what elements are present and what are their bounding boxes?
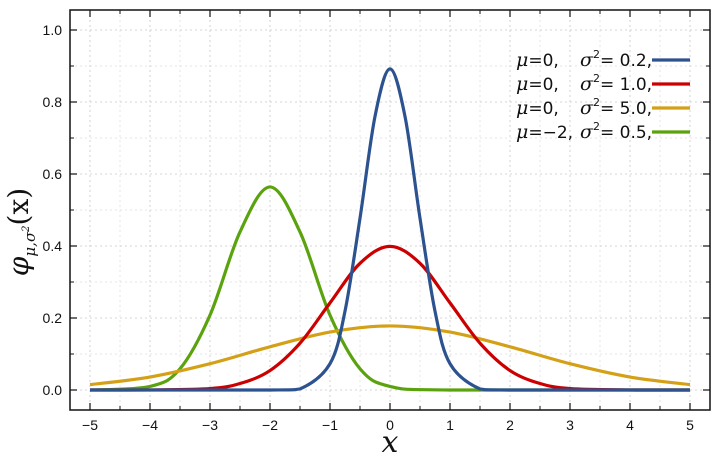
y-tick-label: 1.0 (43, 22, 63, 38)
legend-mu-label: μ=−2, (516, 121, 573, 143)
x-tick-label: 3 (566, 417, 574, 433)
legend-entry: μ=−2, σ2= 0.5, (516, 120, 690, 143)
curve-series-0 (90, 67, 690, 392)
y-axis-subscript: μ,σ (21, 231, 39, 257)
y-axis-symbol: φ (2, 256, 35, 276)
curve-series-2 (89, 324, 691, 387)
x-tick-label: 0 (386, 417, 394, 433)
legend-mu-label: μ=0, (516, 73, 559, 95)
y-tick-label: 0.2 (43, 310, 63, 326)
legend-sigma-label: σ2= 0.5, (580, 120, 652, 143)
legend-entry: μ=0, σ2= 0.2, (516, 48, 690, 71)
y-axis-superscript: 2 (21, 225, 32, 232)
curve-series-1 (89, 244, 691, 392)
legend-entry: μ=0, σ2= 1.0, (516, 72, 690, 95)
x-tick-label: −4 (142, 417, 158, 433)
x-tick-label: 5 (686, 417, 694, 433)
y-tick-label: 0.0 (43, 382, 63, 398)
legend-mu-label: μ=0, (516, 97, 559, 119)
y-tick-label: 0.4 (43, 238, 63, 254)
ticks (70, 10, 710, 410)
y-tick-label: 0.6 (43, 166, 63, 182)
x-tick-label: −5 (82, 417, 98, 433)
legend: μ=0, σ2= 0.2,μ=0, σ2= 1.0,μ=0, σ2= 5.0,μ=−2… (516, 48, 690, 143)
x-axis-label: x (382, 425, 399, 460)
legend-mu-label: μ=0, (516, 49, 559, 71)
y-axis-label: φμ,σ2(x) (2, 188, 39, 276)
y-axis-argument: (x) (2, 188, 35, 226)
legend-sigma-label: σ2= 1.0, (580, 72, 652, 95)
curves (89, 67, 691, 392)
legend-entry: μ=0, σ2= 5.0, (516, 96, 690, 119)
x-tick-label: −1 (322, 417, 338, 433)
legend-sigma-label: σ2= 0.2, (580, 48, 652, 71)
x-tick-label: −2 (262, 417, 278, 433)
curve-series-3 (89, 185, 690, 392)
tick-labels: −5 −4 −3 −2 −1 0 1 2 3 4 5 0.0 0.2 0.4 0.6 0.8 1.0 (43, 22, 695, 433)
x-tick-label: 2 (506, 417, 514, 433)
legend-sigma-label: σ2= 5.0, (580, 96, 652, 119)
x-tick-label: 4 (626, 417, 634, 433)
x-tick-label: −3 (202, 417, 218, 433)
x-tick-label: 1 (446, 417, 454, 433)
y-tick-label: 0.8 (43, 94, 63, 110)
